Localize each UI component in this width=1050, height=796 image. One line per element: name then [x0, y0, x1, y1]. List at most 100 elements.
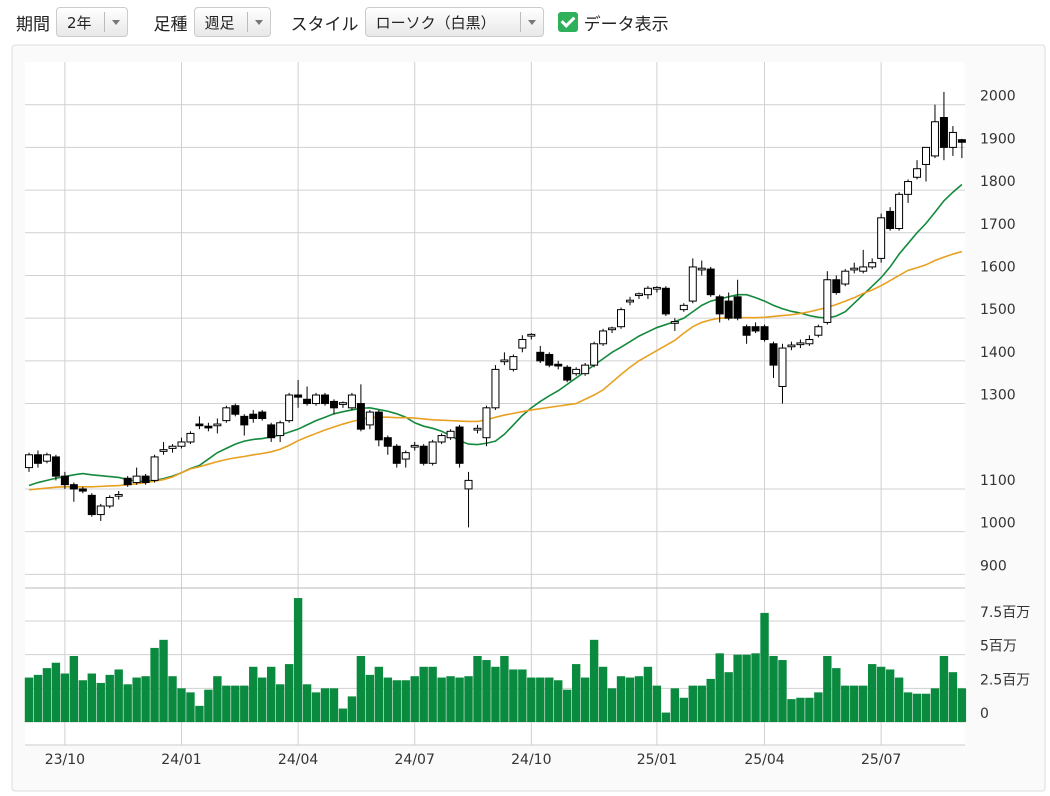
candle-body: [859, 266, 868, 272]
volume-bar: [105, 674, 114, 722]
candle-body: [42, 454, 51, 462]
candle-body: [625, 299, 634, 303]
candle-body: [294, 394, 303, 398]
candle-body: [742, 326, 751, 336]
candle-body: [599, 330, 608, 345]
candle-body: [159, 449, 168, 452]
candle-body: [760, 326, 769, 341]
candle-body: [383, 437, 392, 447]
candle-body: [33, 454, 42, 464]
volume-bar: [580, 677, 590, 722]
volume-bar: [258, 677, 267, 722]
candle-body: [850, 267, 859, 271]
candle-body: [329, 400, 338, 409]
y-tick-label: 1100: [980, 473, 1016, 489]
volume-bar: [841, 685, 850, 722]
candle-body: [787, 344, 796, 348]
candle-body: [186, 432, 195, 443]
volume-bar: [231, 685, 240, 722]
y-tick-label: 0: [980, 706, 989, 722]
volume-bar: [249, 666, 258, 722]
candle-body: [697, 267, 706, 271]
y-tick-label: 5百万: [980, 639, 1017, 655]
candle-body: [904, 181, 913, 195]
volume-bar: [679, 697, 689, 722]
y-tick-label: 1000: [980, 516, 1016, 532]
candle-body: [114, 493, 123, 497]
period-label: 期間: [16, 14, 50, 35]
x-tick-label: 25/01: [637, 752, 677, 768]
volume-bar: [563, 689, 572, 722]
volume-bar: [859, 685, 868, 722]
candle-body: [895, 193, 904, 230]
candle-body: [778, 347, 787, 387]
volume-bar: [347, 696, 357, 722]
candle-body: [572, 368, 581, 375]
candle-body: [715, 296, 724, 315]
candle-body: [321, 394, 330, 405]
candle-body: [267, 424, 276, 439]
candle-body: [948, 131, 957, 148]
style-select[interactable]: ローソク（白黒）: [364, 7, 544, 37]
toolbar: 期間 2年 足種 週足 スタイル ローソク（白黒） データ表示: [0, 0, 1050, 44]
candle-body: [356, 403, 365, 430]
candle-body: [733, 296, 742, 319]
candle-body: [581, 364, 590, 375]
volume-bar: [446, 676, 455, 722]
volume-bar: [491, 666, 500, 722]
volume-bar: [374, 666, 384, 722]
period-select[interactable]: 2年: [56, 7, 128, 37]
volume-bar: [51, 662, 61, 722]
volume-bar: [715, 653, 724, 722]
candle-body: [634, 293, 643, 297]
dropdown-arrow: [519, 12, 543, 32]
volume-bar: [159, 639, 168, 722]
candle-body: [347, 394, 356, 409]
volume-bar: [652, 685, 662, 722]
volume-bar: [545, 677, 554, 722]
volume-bar: [275, 684, 285, 722]
x-tick-label: 23/10: [45, 752, 85, 768]
volume-bar: [661, 712, 671, 722]
candle-body: [877, 217, 886, 259]
volume-bar: [419, 666, 428, 722]
candle-body: [652, 286, 661, 290]
volume-bar: [903, 692, 913, 722]
candle-body: [87, 494, 96, 516]
volume-bar: [213, 676, 222, 722]
volume-bar: [293, 598, 303, 722]
candle-body: [643, 287, 652, 296]
candle-body: [922, 146, 930, 165]
volume-bar: [60, 673, 70, 722]
candle-body: [482, 407, 491, 439]
interval-select[interactable]: 週足: [193, 7, 271, 37]
volume-bar: [96, 682, 105, 722]
y-tick-label: 1400: [980, 345, 1016, 361]
x-tick-label: 24/04: [278, 752, 318, 768]
data-toggle-label[interactable]: データ表示: [583, 14, 669, 35]
candle-body: [240, 415, 249, 426]
candle-body: [491, 368, 500, 409]
candle-body: [446, 430, 455, 439]
candle-body: [464, 479, 473, 490]
y-tick-label: 1300: [980, 388, 1016, 404]
volume-bar: [123, 684, 132, 722]
y-tick-label: 1600: [980, 259, 1016, 275]
candle-body: [608, 327, 617, 331]
candle-body: [428, 441, 437, 464]
volume-bar: [787, 699, 796, 722]
dropdown-arrow: [103, 12, 127, 32]
data-checkbox[interactable]: [557, 12, 578, 32]
candle-body: [536, 351, 545, 362]
candle-body: [51, 456, 60, 477]
y-tick-label: 1700: [980, 217, 1016, 233]
volume-bar: [204, 689, 213, 722]
y-tick-label: 900: [980, 558, 1007, 574]
candle-body: [930, 121, 939, 157]
volume-bar: [392, 680, 401, 722]
volume-bar: [589, 639, 599, 722]
volume-bar: [482, 660, 491, 722]
volume-bar: [500, 656, 509, 722]
volume-bar: [186, 692, 195, 722]
volume-bar: [473, 656, 482, 722]
